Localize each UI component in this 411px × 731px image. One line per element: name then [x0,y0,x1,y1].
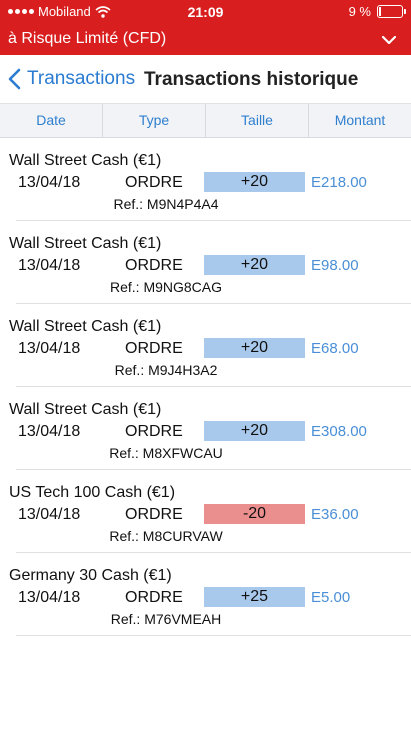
transaction-type: ORDRE [125,174,183,191]
transaction-row[interactable]: Wall Street Cash (€1) 13/04/18 ORDRE +20… [9,304,411,387]
column-header-size[interactable]: Taille [206,104,309,137]
transaction-row[interactable]: Wall Street Cash (€1) 13/04/18 ORDRE +20… [9,387,411,470]
transaction-date: 13/04/18 [18,589,81,606]
transaction-ref: Ref.: M8CURVAW [109,528,223,544]
transaction-amount: E98.00 [311,257,359,274]
transaction-amount: E218.00 [311,174,367,191]
transaction-type: ORDRE [125,257,183,274]
transaction-amount: E36.00 [311,506,359,523]
transaction-type: ORDRE [125,589,183,606]
instrument-name: Wall Street Cash (€1) [9,401,162,418]
transaction-ref: Ref.: M8XFWCAU [109,445,223,461]
transaction-size: +20 [204,172,305,192]
transaction-size: +20 [204,338,305,358]
column-header-date[interactable]: Date [0,104,103,137]
app-header: Mobiland 21:09 9 % à Risque Limité (CFD) [0,0,411,55]
back-button[interactable]: Transactions [8,68,135,90]
transaction-ref: Ref.: M76VMEAH [110,611,222,627]
transaction-amount: E308.00 [311,423,367,440]
battery-percent: 9 % [348,4,371,19]
transaction-size: +20 [204,421,305,441]
instrument-name: Germany 30 Cash (€1) [9,567,172,584]
column-header-amount[interactable]: Montant [334,112,386,128]
nav-bar: Transactions Transactions historique [0,55,411,104]
back-label: Transactions [27,68,136,89]
wifi-icon [95,5,111,18]
transaction-row[interactable]: Wall Street Cash (€1) 13/04/18 ORDRE +20… [9,138,411,221]
instrument-name: Wall Street Cash (€1) [9,152,162,169]
transaction-type: ORDRE [125,506,183,523]
transaction-date: 13/04/18 [18,174,81,191]
status-time: 21:09 [187,4,224,20]
signal-icon [8,9,34,14]
transaction-size: +25 [204,587,305,607]
transaction-size: +20 [204,255,305,275]
column-headers: Date Type Taille Montant [0,104,411,138]
transaction-row[interactable]: US Tech 100 Cash (€1) 13/04/18 ORDRE -20… [9,470,411,553]
transaction-ref: Ref.: M9N4P4A4 [113,196,219,212]
carrier-indicator: Mobiland [8,4,111,19]
column-header-type[interactable]: Type [103,104,206,137]
page-title: Transactions historique [144,69,359,90]
transaction-date: 13/04/18 [18,257,81,274]
transaction-date: 13/04/18 [18,506,81,523]
transaction-type: ORDRE [125,340,183,357]
transaction-ref: Ref.: M9NG8CAG [109,279,223,295]
battery-icon [377,5,406,18]
transaction-size: -20 [204,504,305,524]
transaction-amount: E68.00 [311,340,359,357]
instrument-name: Wall Street Cash (€1) [9,235,162,252]
transaction-row[interactable]: Germany 30 Cash (€1) 13/04/18 ORDRE +25 … [9,553,411,636]
chevron-left-icon [8,68,21,90]
transaction-date: 13/04/18 [18,423,81,440]
transaction-list: Wall Street Cash (€1) 13/04/18 ORDRE +20… [0,138,411,636]
transaction-row[interactable]: Wall Street Cash (€1) 13/04/18 ORDRE +20… [9,221,411,304]
instrument-name: Wall Street Cash (€1) [9,318,162,335]
transaction-type: ORDRE [125,423,183,440]
transaction-date: 13/04/18 [18,340,81,357]
instrument-name: US Tech 100 Cash (€1) [9,484,176,501]
transaction-ref: Ref.: M9J4H3A2 [114,362,218,378]
account-title[interactable]: à Risque Limité (CFD) [8,30,167,47]
chevron-down-icon[interactable] [379,30,399,50]
battery-indicator: 9 % [348,4,406,19]
transaction-amount: E5.00 [311,589,351,606]
carrier-name: Mobiland [38,4,91,19]
status-bar: Mobiland 21:09 9 % [0,0,411,22]
